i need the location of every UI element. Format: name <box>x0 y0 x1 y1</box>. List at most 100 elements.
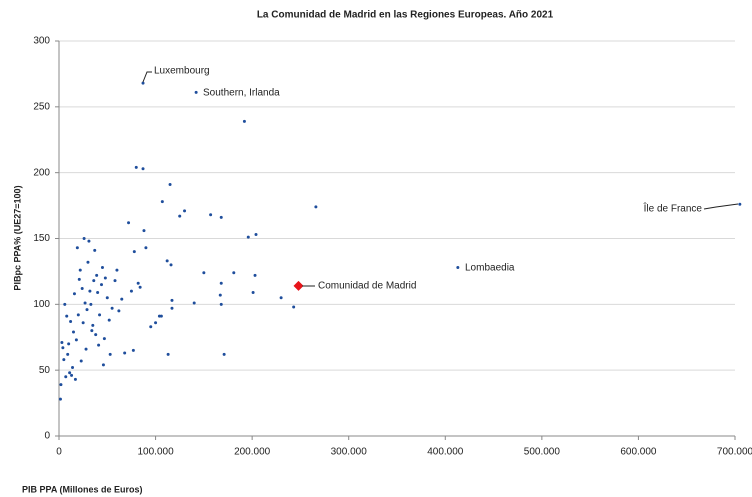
point <box>134 165 138 169</box>
point <box>170 298 174 302</box>
point <box>65 314 69 318</box>
annotation: Île de France <box>643 202 703 215</box>
point <box>87 239 91 243</box>
x-tick-label: 700.000 <box>717 447 752 458</box>
point <box>170 306 174 310</box>
leader-line <box>703 203 739 210</box>
point <box>123 351 127 355</box>
x-tick-label: 600.000 <box>620 447 657 458</box>
point <box>68 371 72 375</box>
y-tick-label: 250 <box>33 101 50 112</box>
x-tick-label: 200.000 <box>234 447 271 458</box>
point <box>80 287 84 291</box>
point <box>251 290 255 294</box>
point <box>120 297 124 301</box>
point <box>94 333 98 337</box>
point <box>246 235 250 239</box>
y-tick-label: 300 <box>33 36 50 47</box>
point <box>194 90 198 94</box>
point <box>66 352 70 356</box>
point <box>117 309 121 313</box>
point <box>166 352 170 356</box>
point <box>81 321 85 325</box>
point <box>69 319 73 323</box>
point <box>169 263 173 267</box>
point <box>103 276 107 280</box>
chart-title: La Comunidad de Madrid en las Regiones E… <box>257 10 554 21</box>
point <box>62 358 66 362</box>
point <box>97 343 101 347</box>
point <box>100 265 104 269</box>
point <box>192 301 196 305</box>
point <box>218 293 222 297</box>
point <box>95 273 99 277</box>
point <box>178 214 182 218</box>
y-tick-label: 100 <box>33 299 50 310</box>
point <box>90 329 94 333</box>
annotation: Lombaedia <box>465 263 515 274</box>
point <box>168 183 172 187</box>
point <box>108 352 112 356</box>
point <box>254 233 258 237</box>
point <box>61 346 65 350</box>
point <box>127 221 131 225</box>
point <box>149 325 153 329</box>
point <box>165 259 169 263</box>
point <box>141 167 145 171</box>
point <box>456 265 460 269</box>
point <box>83 301 87 305</box>
point <box>219 281 223 285</box>
point <box>77 277 81 281</box>
point <box>159 314 163 318</box>
point <box>232 271 236 275</box>
point <box>75 246 79 250</box>
point <box>102 337 106 341</box>
point <box>253 273 257 277</box>
point <box>242 119 246 123</box>
point <box>96 290 100 294</box>
point <box>136 281 140 285</box>
point <box>93 248 97 252</box>
point <box>105 296 109 300</box>
point <box>78 268 82 272</box>
point <box>89 302 93 306</box>
point <box>138 285 142 289</box>
y-tick-label: 0 <box>44 431 50 442</box>
point <box>183 209 187 213</box>
point <box>115 268 119 272</box>
point <box>113 279 117 283</box>
x-axis-label: PIB PPA (Millones de Euros) <box>22 484 143 494</box>
point <box>293 280 304 291</box>
point <box>101 363 105 367</box>
x-tick-label: 300.000 <box>331 447 368 458</box>
point <box>131 348 135 352</box>
x-tick-label: 100.000 <box>137 447 174 458</box>
point <box>59 383 63 387</box>
point <box>72 292 76 296</box>
point <box>98 313 102 317</box>
point <box>314 205 318 209</box>
point <box>142 229 146 233</box>
point <box>92 279 96 283</box>
point <box>58 397 62 401</box>
point <box>63 302 67 306</box>
point <box>82 237 86 240</box>
annotation: Luxembourg <box>154 66 210 77</box>
point <box>76 313 80 317</box>
point <box>219 215 223 219</box>
point <box>74 338 78 342</box>
y-tick-label: 200 <box>33 167 50 178</box>
point <box>144 246 148 250</box>
y-tick-label: 150 <box>33 233 50 244</box>
y-axis-label: PIBpc PPA% (UE27=100) <box>12 185 22 290</box>
point <box>202 271 206 275</box>
x-tick-label: 400.000 <box>427 447 464 458</box>
point <box>64 375 68 379</box>
point <box>71 330 75 334</box>
point <box>85 308 89 312</box>
point <box>67 342 71 346</box>
point <box>279 296 283 300</box>
point <box>71 366 75 370</box>
point <box>60 341 64 345</box>
